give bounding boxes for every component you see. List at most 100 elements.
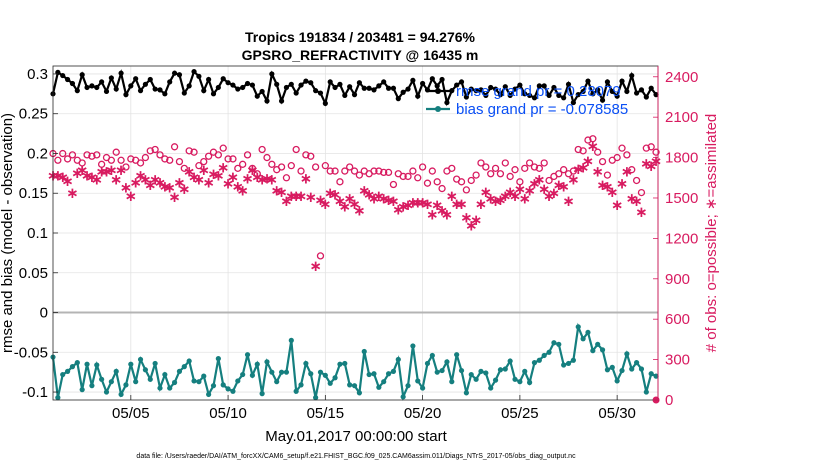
possible-obs-point (409, 167, 417, 175)
assimilated-obs-point: ∗ (591, 163, 604, 181)
assimilated-obs-point: ∗ (173, 173, 186, 191)
assimilated-obs-point: ∗ (543, 187, 556, 205)
bias-point (322, 372, 328, 378)
possible-obs-point (93, 151, 101, 159)
rmse-point (133, 76, 139, 82)
possible-obs-point (136, 159, 145, 167)
assimilated-obs-point: ∗ (300, 169, 313, 187)
bias-point (99, 376, 105, 382)
rmse-point (244, 80, 251, 87)
possible-obs-point (569, 167, 578, 175)
bias-point (206, 391, 212, 398)
rmse-point (561, 95, 567, 101)
rmse-point (147, 76, 153, 83)
rmse-point (351, 92, 358, 98)
possible-obs-point (399, 172, 407, 181)
rmse-point (342, 92, 348, 99)
bias-point (361, 348, 367, 355)
bias-point (244, 352, 251, 358)
assimilated-obs-point: ∗ (290, 187, 303, 205)
assimilated-obs-point: ∗ (339, 198, 352, 216)
possible-obs-point (253, 170, 261, 178)
assimilated-obs-point: ∗ (421, 195, 434, 213)
rmse-point (225, 80, 231, 86)
rmse-point (415, 93, 421, 99)
assimilated-obs-point: ∗ (115, 161, 128, 179)
bias-point (303, 360, 309, 367)
right-y-tick-label: 2400 (665, 69, 698, 86)
bias-point (614, 378, 620, 384)
bias-point (590, 348, 596, 354)
bias-point (74, 360, 80, 366)
possible-obs-point (107, 156, 116, 164)
possible-obs-point (448, 164, 456, 173)
assimilated-obs-point: ∗ (358, 181, 371, 199)
possible-obs-point (200, 157, 208, 166)
bias-point (171, 379, 178, 386)
rmse-point (420, 80, 426, 87)
assimilated-obs-point: ∗ (377, 189, 390, 207)
possible-obs-point (574, 145, 582, 154)
bias-point (225, 386, 231, 392)
assimilated-obs-point: ∗ (630, 192, 643, 210)
assimilated-obs-point: ∗ (207, 165, 220, 183)
assimilated-obs-point: ∗ (596, 176, 609, 194)
assimilated-obs-point: ∗ (61, 172, 74, 190)
assimilated-obs-point: ∗ (509, 187, 522, 205)
bias-point (356, 390, 362, 396)
bias-point (638, 366, 645, 372)
assimilated-obs-point: ∗ (484, 189, 497, 207)
possible-obs-point (170, 143, 179, 151)
rmse-point (60, 72, 66, 79)
rmse-point (565, 81, 572, 87)
possible-obs-point (156, 151, 164, 159)
bias-point (269, 369, 275, 375)
bias-point (478, 368, 484, 374)
bias-point (570, 357, 576, 363)
rmse-point (142, 81, 149, 87)
assimilated-obs-point: ∗ (202, 173, 215, 191)
rmse-point (196, 73, 202, 79)
assimilated-obs-point: ∗ (144, 176, 157, 194)
possible-obs-point (647, 143, 655, 151)
bias-point (55, 395, 61, 401)
possible-obs-point (428, 167, 436, 175)
assimilated-obs-point: ∗ (489, 192, 502, 210)
rmse-point (385, 85, 392, 91)
possible-obs-point (618, 144, 626, 152)
bias-point (137, 356, 144, 363)
rmse-point (162, 91, 168, 97)
rmse-point (176, 72, 183, 78)
bias-point (449, 379, 455, 385)
possible-obs-point (525, 159, 534, 167)
possible-obs-point (219, 144, 227, 152)
possible-obs-point (97, 160, 106, 168)
possible-obs-point (117, 156, 125, 164)
bias-point (619, 367, 625, 374)
bias-point (624, 351, 630, 357)
bias-point (595, 341, 601, 347)
assimilated-obs-point: ∗ (217, 159, 230, 177)
rmse-point (629, 72, 635, 79)
assimilated-obs-point: ∗ (548, 184, 561, 202)
left-y-tick-label: 0.1 (27, 225, 48, 242)
assimilated-obs-point: ∗ (129, 173, 142, 191)
assimilated-obs-point: ∗ (256, 171, 269, 189)
assimilated-obs-point: ∗ (134, 167, 147, 185)
rmse-point (171, 70, 178, 76)
possible-obs-point (302, 151, 310, 159)
possible-obs-point (632, 176, 641, 185)
rmse-point (113, 86, 119, 92)
rmse-point (108, 75, 114, 81)
bias-point (230, 388, 236, 394)
legend: rmse grand pr = 0.28079 bias grand pr = … (426, 83, 628, 118)
bias-point (351, 383, 358, 389)
bias-point (556, 341, 562, 347)
possible-obs-point (185, 147, 193, 155)
possible-obs-point (628, 166, 636, 174)
assimilated-obs-point: ∗ (275, 183, 288, 201)
possible-obs-point (316, 252, 325, 260)
bias-point (444, 359, 450, 365)
assimilated-obs-point: ∗ (227, 168, 240, 186)
possible-obs-point (501, 159, 509, 167)
